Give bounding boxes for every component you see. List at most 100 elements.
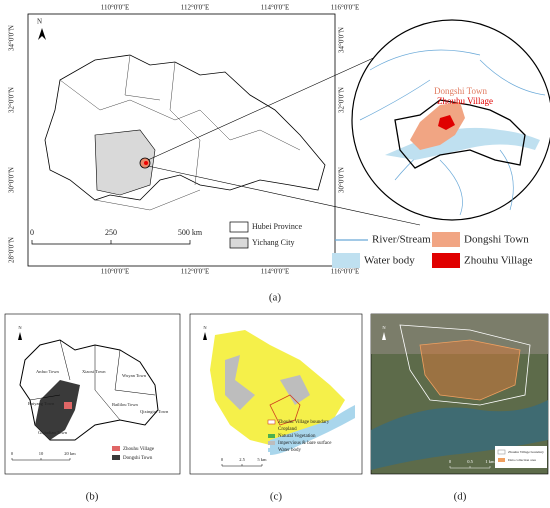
town-label: Wuyan Town <box>122 373 147 378</box>
north-arrow <box>18 332 22 340</box>
lon-label: 114°0'0"E <box>261 268 289 276</box>
lat-label: 30°0'0"N <box>338 167 346 193</box>
lon-label: 112°0'0"E <box>181 4 209 12</box>
legend-swatch <box>229 237 249 249</box>
dongshi-area <box>410 102 465 150</box>
lat-label: 30°0'0"N <box>8 167 16 193</box>
scale-label: 0 <box>449 459 452 464</box>
north-arrow <box>382 332 386 340</box>
legend-label: Water body <box>278 448 302 453</box>
lat-label: 34°0'0"N <box>338 27 346 53</box>
town-label: Anfuo Town <box>36 369 59 374</box>
lat-label: 32°0'0"N <box>8 87 16 113</box>
lat-label: 34°0'0"N <box>8 25 16 51</box>
inset-label: Dongshi Town <box>434 86 487 96</box>
scale-bar <box>449 466 491 469</box>
caption: (b) <box>86 491 99 503</box>
scale-label: 0 <box>30 228 34 237</box>
impervious <box>225 355 310 410</box>
north-label: N <box>382 325 386 330</box>
town-label: Xiaoxi Town <box>82 369 106 374</box>
inset-label: Zhouhu Village <box>437 96 493 106</box>
legend-label: Yichang City <box>252 238 294 247</box>
legend-swatch <box>497 449 506 455</box>
zoom-line <box>147 54 381 161</box>
legend-label: Zhouhu Village <box>123 447 155 452</box>
town-label: Baiyang Town <box>28 401 55 406</box>
north-arrow <box>38 28 46 40</box>
water-body <box>385 127 540 160</box>
legend-swatch <box>268 441 275 445</box>
lon-label: 116°0'0"E <box>331 268 359 276</box>
north-label: N <box>18 325 22 330</box>
scale-label: 0 <box>11 451 14 456</box>
legend-swatch <box>268 427 275 431</box>
caption: (d) <box>454 491 467 503</box>
legend-label: Zhouhu Village boundary <box>278 420 330 425</box>
town-label: Baililou Town <box>112 402 138 407</box>
scale-label: 5 km <box>257 457 267 462</box>
legend-swatch <box>268 434 275 438</box>
town-label: Qixingtai Town <box>140 409 169 414</box>
legend-label: Dongshi Town <box>464 234 529 246</box>
lon-label: 116°0'0"E <box>331 4 359 12</box>
streams <box>359 49 546 216</box>
legend-swatch <box>112 446 120 451</box>
zhouhu-boundary <box>269 394 301 426</box>
legend-label: Water body <box>364 255 415 267</box>
lon-label: 114°0'0"E <box>261 4 289 12</box>
legend-swatch <box>267 419 276 425</box>
legend-label: Dongshi Town <box>123 456 153 461</box>
legend-swatch <box>498 458 505 462</box>
data-collection-area <box>419 339 521 401</box>
zhouhu-marker <box>144 161 148 165</box>
legend-swatch <box>432 232 460 247</box>
legend-swatch <box>268 448 275 452</box>
river <box>371 400 548 470</box>
lon-label: 110°0'0"E <box>101 268 129 276</box>
legend-label: River/Stream <box>372 234 431 246</box>
yichang-city <box>94 129 156 196</box>
scale-bar <box>221 464 263 467</box>
zhouhu-area <box>438 115 455 130</box>
scale-bar <box>11 458 71 461</box>
legend-label: Hubei Province <box>252 222 302 231</box>
region-boundary <box>394 99 526 169</box>
scale-label: 2.5 <box>239 457 245 462</box>
lon-label: 110°0'0"E <box>101 4 129 12</box>
scale-label: 500 km <box>178 228 203 237</box>
north-label: N <box>203 325 207 330</box>
lat-label: 28°0'0"N <box>8 237 16 263</box>
lon-label: 112°0'0"E <box>181 268 209 276</box>
legend-swatch <box>229 221 249 233</box>
town-label: Gujiadian Town <box>38 430 68 435</box>
zhouhu-village <box>64 402 72 409</box>
caption: (c) <box>270 491 283 503</box>
scale-label: 0.5 <box>467 459 473 464</box>
water-body <box>270 405 355 455</box>
town-boundaries <box>29 339 156 421</box>
legend-label: Cropland <box>278 427 297 432</box>
scale-label: 250 <box>105 228 117 237</box>
legend-label: Natural Vegetation <box>278 434 316 439</box>
legend-label: Zhouhu Village <box>464 255 533 267</box>
scale-label: 10 <box>39 451 44 456</box>
legend-box <box>495 446 547 468</box>
scale-label: 1 km <box>485 459 495 464</box>
boundaries <box>59 54 301 211</box>
scale-bar <box>31 240 191 245</box>
cropland <box>210 330 345 445</box>
north-label: N <box>37 18 42 26</box>
zoom-line <box>147 165 421 226</box>
north-arrow <box>203 332 207 340</box>
scale-label: 0 <box>221 457 224 462</box>
legend-label: Zhouhu Village boundary <box>508 450 544 454</box>
scale-label: 20 km <box>64 451 76 456</box>
legend-label: Data collection area <box>508 458 536 462</box>
zhouhu-boundary <box>399 324 531 406</box>
legend-swatch <box>112 455 120 460</box>
legend-swatch <box>432 253 460 268</box>
lat-label: 32°0'0"N <box>338 87 346 113</box>
caption: (a) <box>269 292 282 304</box>
